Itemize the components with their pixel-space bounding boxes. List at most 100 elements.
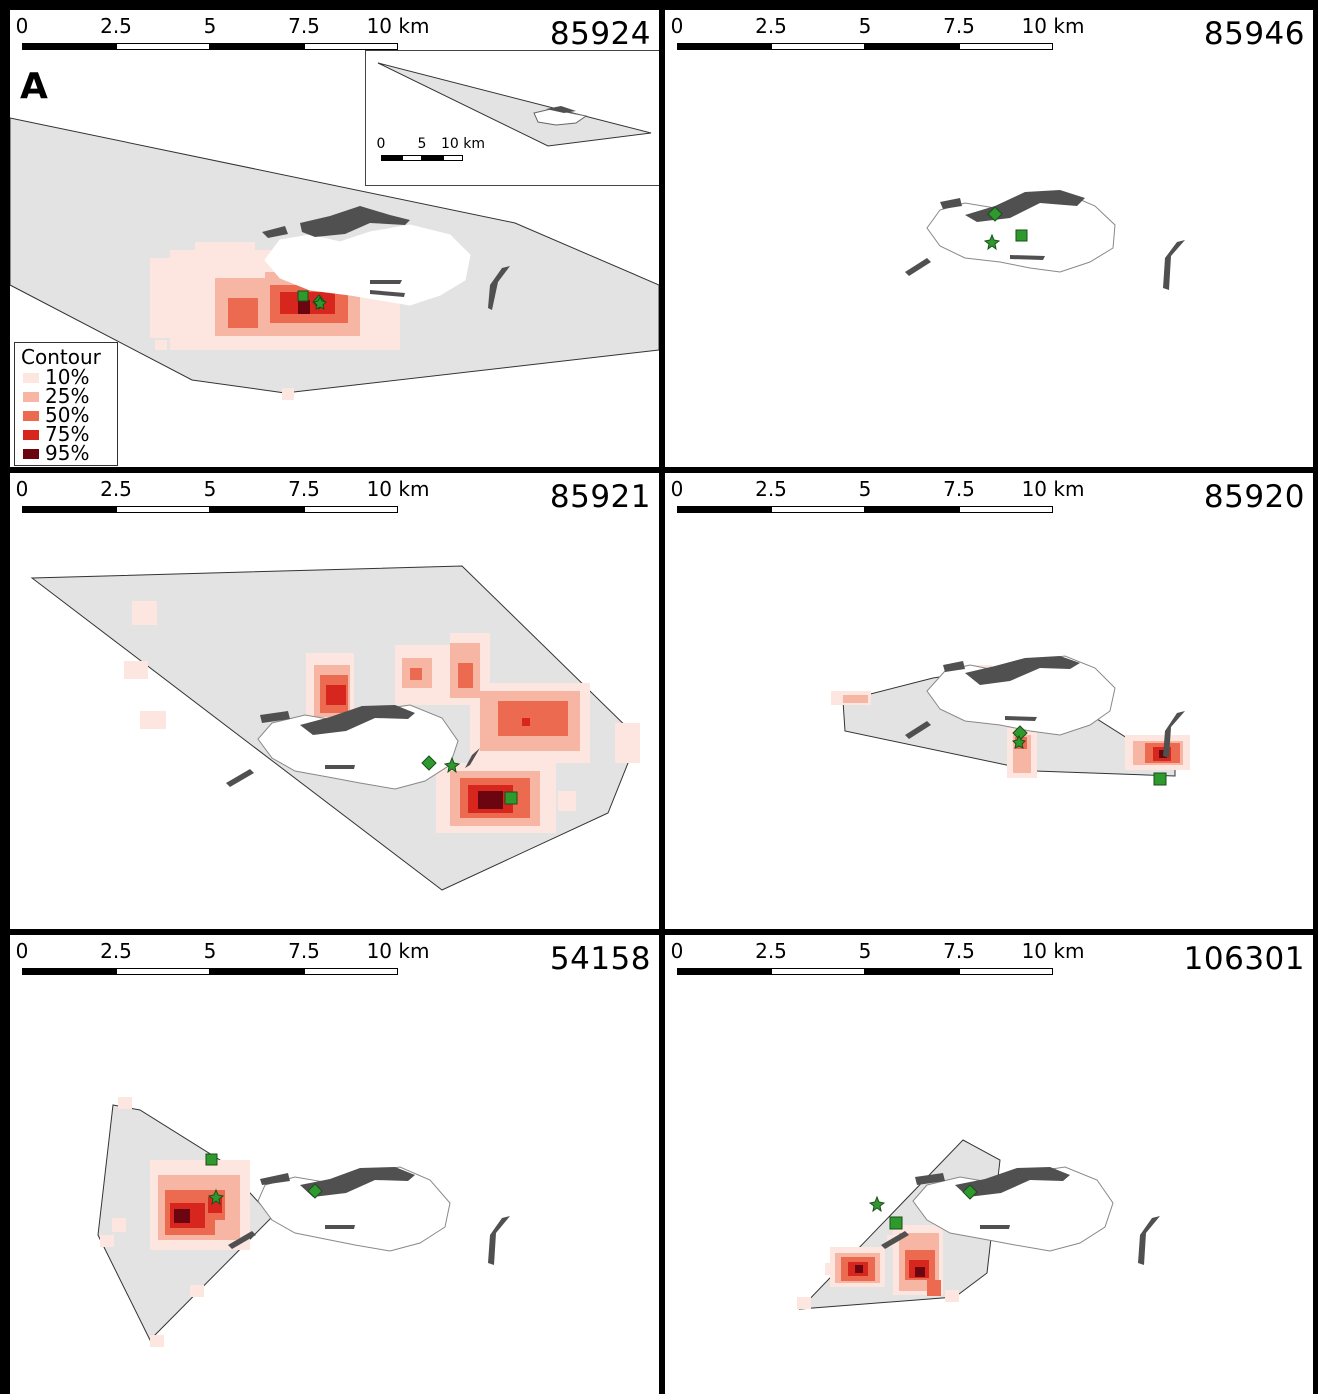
- star-marker: [983, 233, 1001, 251]
- scale-label-2-5: 2.5: [100, 14, 132, 38]
- legend-label: 25%: [45, 384, 90, 408]
- scale-segment: [865, 968, 959, 975]
- scale-segment: [116, 506, 210, 513]
- diamond-marker: [987, 206, 1003, 222]
- inset-scale-segment: [422, 155, 443, 161]
- map-panel-54158: 0 2.5 5 7.5 10 km 54158: [10, 935, 659, 1394]
- legend-item: 25%: [23, 384, 90, 408]
- overview-inset: 0 5 10 km: [365, 50, 659, 186]
- scale-segment: [304, 968, 398, 975]
- map-panel-85920: 0 2.5 5 7.5 10 km 85920: [665, 473, 1313, 929]
- scale-label-5: 5: [858, 939, 872, 963]
- square-marker: [205, 1153, 218, 1166]
- scale-label-2-5: 2.5: [755, 14, 787, 38]
- square-marker: [1015, 229, 1028, 242]
- scale-bar: 0 2.5 5 7.5 10 km: [671, 477, 1084, 519]
- scale-segment: [210, 43, 304, 50]
- scale-label-5: 5: [203, 939, 217, 963]
- kernel-density-raster: [124, 601, 640, 833]
- scale-label-0: 0: [15, 939, 29, 963]
- map-canvas: [905, 190, 1185, 290]
- square-marker: [1153, 772, 1167, 786]
- scale-label-10km: 10 km: [1021, 477, 1085, 501]
- tracking-markers: [868, 1184, 978, 1230]
- legend-label: 50%: [45, 403, 90, 427]
- inset-scale-label-5: 5: [417, 136, 427, 152]
- scale-label-2-5: 2.5: [100, 939, 132, 963]
- scale-label-0: 0: [670, 477, 684, 501]
- island-dark: [262, 206, 510, 310]
- scale-segment: [771, 43, 865, 50]
- scale-segment: [22, 968, 116, 975]
- inset-scale-segment: [443, 155, 463, 161]
- scale-segment: [116, 968, 210, 975]
- scale-segment: [959, 506, 1053, 513]
- island-outline: [264, 224, 471, 306]
- scale-segment: [771, 968, 865, 975]
- scale-bar: 0 2.5 5 7.5 10 km: [16, 14, 429, 56]
- scale-segment: [865, 506, 959, 513]
- legend-item: 50%: [23, 403, 90, 427]
- square-marker: [297, 290, 309, 302]
- scale-label-7-5: 7.5: [943, 939, 975, 963]
- scale-segment: [677, 968, 771, 975]
- panel-id: 106301: [1183, 941, 1305, 977]
- scale-label-2-5: 2.5: [100, 477, 132, 501]
- star-marker: [868, 1195, 886, 1213]
- legend-swatch: [23, 372, 39, 383]
- inset-scale-label-10km: 10 km: [440, 136, 486, 152]
- star-marker: [207, 1188, 225, 1206]
- panel-id: 85921: [549, 479, 651, 515]
- panel-id: 54158: [549, 941, 651, 977]
- scale-segment: [959, 43, 1053, 50]
- legend-item: 10%: [23, 365, 90, 389]
- island-dark: [228, 1167, 510, 1265]
- island-dark: [905, 656, 1185, 758]
- panel-id: 85946: [1203, 16, 1305, 52]
- scale-segment: [116, 43, 210, 50]
- scale-segment: [771, 506, 865, 513]
- map-panel-106301: 0 2.5 5 7.5 10 km 106301: [665, 935, 1313, 1394]
- scale-label-10km: 10 km: [366, 14, 430, 38]
- inset-map: [377, 62, 652, 147]
- legend-label: 95%: [45, 441, 90, 465]
- scale-label-5: 5: [858, 477, 872, 501]
- island-dark: [881, 1167, 1160, 1265]
- map-canvas: [797, 1139, 1160, 1310]
- scale-label-7-5: 7.5: [288, 14, 320, 38]
- scale-label-7-5: 7.5: [943, 14, 975, 38]
- scale-segment: [22, 43, 116, 50]
- scale-label-7-5: 7.5: [943, 477, 975, 501]
- scale-segment: [22, 506, 116, 513]
- inset-scale-segment: [402, 155, 422, 161]
- scale-label-10km: 10 km: [366, 477, 430, 501]
- scale-segment: [304, 43, 398, 50]
- scale-label-10km: 10 km: [1021, 939, 1085, 963]
- tracking-markers: [983, 206, 1028, 251]
- scale-segment: [304, 506, 398, 513]
- scale-segment: [677, 43, 771, 50]
- map-canvas: [30, 565, 640, 891]
- tracking-markers: [297, 290, 327, 310]
- scale-label-0: 0: [15, 14, 29, 38]
- scale-label-2-5: 2.5: [755, 477, 787, 501]
- panel-id: 85920: [1203, 479, 1305, 515]
- legend-item: 75%: [23, 424, 89, 444]
- scale-label-5: 5: [203, 477, 217, 501]
- scale-segment: [677, 506, 771, 513]
- scale-segment: [959, 968, 1053, 975]
- map-panel-85921: 0 2.5 5 7.5 10 km 85921: [10, 473, 659, 929]
- diamond-marker: [307, 1183, 323, 1199]
- scale-segment: [210, 968, 304, 975]
- map-canvas: [831, 655, 1190, 786]
- map-canvas: [10, 117, 659, 400]
- scale-label-0: 0: [670, 14, 684, 38]
- scale-label-7-5: 7.5: [288, 477, 320, 501]
- map-canvas: [97, 1097, 510, 1347]
- island-dark: [226, 705, 480, 787]
- scale-label-5: 5: [858, 14, 872, 38]
- legend-label: 10%: [45, 365, 90, 389]
- scale-bar: 0 2.5 5 7.5 10 km: [16, 477, 429, 519]
- scale-label-10km: 10 km: [1021, 14, 1085, 38]
